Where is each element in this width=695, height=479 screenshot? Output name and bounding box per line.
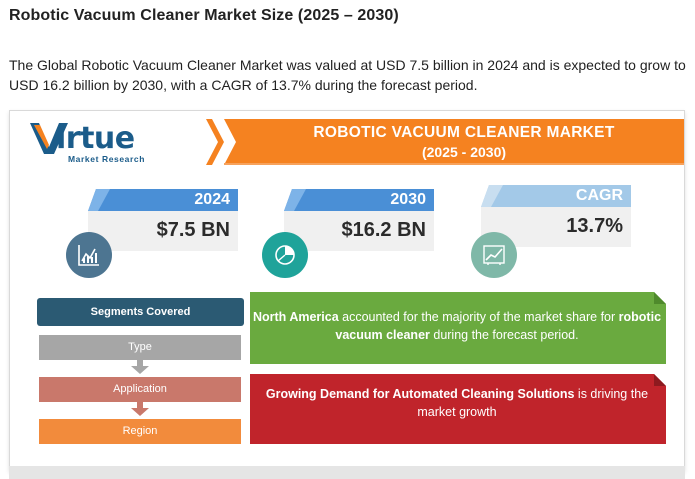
stat-card-2024: 2024 $7.5 BN xyxy=(88,189,238,251)
market-banner: ROBOTIC VACUUM CLEANER MARKET (2025 - 20… xyxy=(206,119,684,165)
growth-chart-icon xyxy=(471,232,517,278)
stat-card-2030: 2030 $16.2 BN xyxy=(284,189,434,251)
north-america-fact: North America accounted for the majority… xyxy=(250,308,664,344)
segment-region: Region xyxy=(39,419,241,444)
logo-subtitle: Market Research xyxy=(68,154,146,164)
fact-region: North America xyxy=(252,310,339,324)
stat-tab-cagr xyxy=(481,185,631,207)
bottom-rule xyxy=(9,466,685,479)
fact-driver-tail: is driving the market growth xyxy=(417,387,649,419)
stat-label-2024: 2024 xyxy=(194,191,230,208)
segment-type: Type xyxy=(39,335,241,360)
stat-label-2030: 2030 xyxy=(390,191,426,208)
banner-arrow-shape xyxy=(206,119,684,165)
fact-text: accounted for the majority of the market… xyxy=(338,310,619,324)
demand-card-bg xyxy=(250,374,666,444)
down-arrow-icon xyxy=(131,360,149,374)
segment-application: Application xyxy=(39,377,241,402)
stat-value-cagr: 13.7% xyxy=(566,215,623,237)
stat-value-2024: $7.5 BN xyxy=(156,219,230,241)
stat-body-2024: $7.5 BN xyxy=(88,211,238,251)
fact-text-tail: during the forecast period. xyxy=(429,328,579,342)
intro-paragraph: The Global Robotic Vacuum Cleaner Market… xyxy=(9,57,686,93)
segments-header: Segments Covered xyxy=(37,298,244,326)
pie-chart-icon xyxy=(262,232,308,278)
fact-driver: Growing Demand for Automated Cleaning So… xyxy=(265,387,575,401)
stat-tab-2024 xyxy=(88,189,238,211)
banner-title: ROBOTIC VACUUM CLEANER MARKET xyxy=(313,124,615,141)
stat-body-2030: $16.2 BN xyxy=(284,211,434,251)
virtue-logo: irtue Market Research xyxy=(30,119,180,165)
market-infographic: irtue Market Research ROBOTIC VACUUM CLE… xyxy=(9,110,685,471)
banner-years: (2025 - 2030) xyxy=(421,144,507,160)
stat-value-2030: $16.2 BN xyxy=(341,219,427,241)
fact-product: robotic vacuum cleaner xyxy=(335,310,662,342)
chart-icon xyxy=(66,232,112,278)
north-america-card-bg xyxy=(250,292,666,364)
page-title: Robotic Vacuum Cleaner Market Size (2025… xyxy=(9,7,399,24)
stat-tab-2030 xyxy=(284,189,434,211)
demand-fact: Growing Demand for Automated Cleaning So… xyxy=(250,385,664,421)
down-arrow-icon xyxy=(131,402,149,416)
stat-label-cagr: CAGR xyxy=(575,187,623,204)
logo-wordmark: irtue xyxy=(56,121,135,156)
logo-v-mark xyxy=(30,123,68,154)
